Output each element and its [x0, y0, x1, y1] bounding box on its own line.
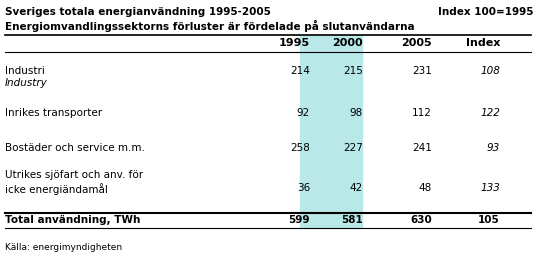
Text: 42: 42	[350, 183, 363, 193]
Text: 214: 214	[290, 66, 310, 76]
Text: 599: 599	[288, 215, 310, 225]
Text: Bostäder och service m.m.: Bostäder och service m.m.	[5, 143, 145, 153]
Text: 112: 112	[412, 108, 432, 118]
Text: 48: 48	[419, 183, 432, 193]
Text: Källa: energimyndigheten: Källa: energimyndigheten	[5, 243, 122, 252]
Text: icke energiändamål: icke energiändamål	[5, 183, 108, 195]
Text: 98: 98	[350, 108, 363, 118]
Text: Energiomvandlingssektorns förluster är fördelade på slutanvändarna: Energiomvandlingssektorns förluster är f…	[5, 20, 415, 32]
Text: 122: 122	[480, 108, 500, 118]
Text: Index: Index	[466, 38, 500, 48]
Text: 581: 581	[341, 215, 363, 225]
Text: 227: 227	[343, 143, 363, 153]
Text: 241: 241	[412, 143, 432, 153]
Text: 105: 105	[478, 215, 500, 225]
Bar	[300, 35, 362, 228]
Text: Sveriges totala energianvändning 1995-2005: Sveriges totala energianvändning 1995-20…	[5, 7, 271, 17]
Text: Industri: Industri	[5, 66, 45, 76]
Text: 215: 215	[343, 66, 363, 76]
Text: 133: 133	[480, 183, 500, 193]
Text: 92: 92	[297, 108, 310, 118]
Text: Total användning, TWh: Total användning, TWh	[5, 215, 140, 225]
Text: 93: 93	[487, 143, 500, 153]
Text: Utrikes sjöfart och anv. för: Utrikes sjöfart och anv. för	[5, 170, 143, 180]
Text: 2000: 2000	[332, 38, 363, 48]
Text: Industry: Industry	[5, 78, 48, 88]
Text: 630: 630	[410, 215, 432, 225]
Text: 1995: 1995	[279, 38, 310, 48]
Text: 258: 258	[290, 143, 310, 153]
Text: 231: 231	[412, 66, 432, 76]
Text: Inrikes transporter: Inrikes transporter	[5, 108, 102, 118]
Text: 2005: 2005	[401, 38, 432, 48]
Text: Index 100=1995: Index 100=1995	[437, 7, 533, 17]
Text: 36: 36	[297, 183, 310, 193]
Text: 108: 108	[480, 66, 500, 76]
